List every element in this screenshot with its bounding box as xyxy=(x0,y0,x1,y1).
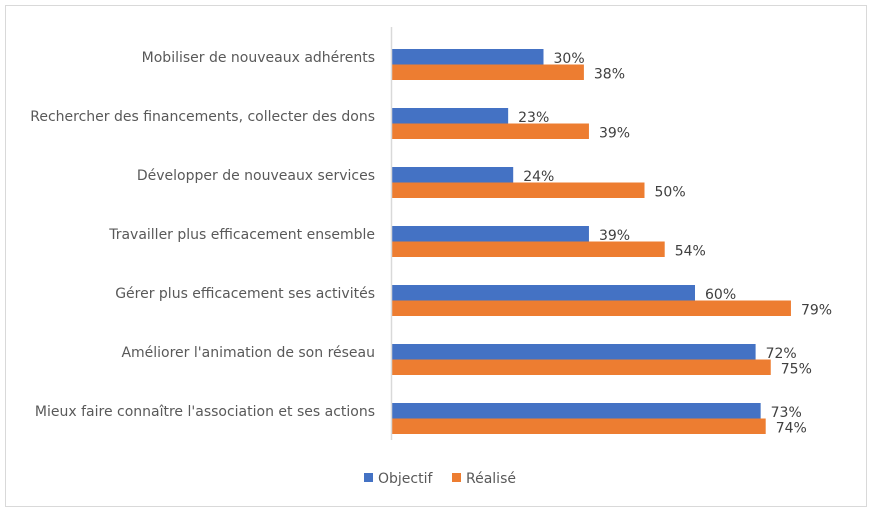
bar-objectif xyxy=(392,108,509,124)
legend-label-realise: Réalisé xyxy=(466,471,516,487)
data-label: 39% xyxy=(599,228,630,244)
legend-swatch-realise xyxy=(452,473,461,482)
chart-frame xyxy=(5,5,867,507)
data-label: 23% xyxy=(518,110,549,126)
bar-objectif xyxy=(392,403,761,419)
bar-objectif xyxy=(392,285,695,301)
bar-realise xyxy=(392,64,584,80)
bar-realise xyxy=(392,300,791,316)
category-label: Mieux faire connaître l'association et s… xyxy=(35,404,375,420)
category-label: Rechercher des financements, collecter d… xyxy=(30,109,375,125)
data-label: 50% xyxy=(655,185,686,201)
category-label: Gérer plus efficacement ses activités xyxy=(115,286,375,302)
bar-objectif xyxy=(392,167,514,183)
bar-realise xyxy=(392,359,771,375)
data-label: 73% xyxy=(771,405,802,421)
bar-objectif xyxy=(392,49,544,65)
category-label: Mobiliser de nouveaux adhérents xyxy=(142,50,375,66)
bar-objectif xyxy=(392,344,756,360)
bar-realise xyxy=(392,241,665,257)
bar-realise xyxy=(392,182,645,198)
legend-swatch-objectif xyxy=(364,473,373,482)
category-label: Développer de nouveaux services xyxy=(137,168,375,184)
data-label: 75% xyxy=(781,362,812,378)
data-label: 79% xyxy=(801,303,832,319)
data-label: 54% xyxy=(675,244,706,260)
data-label: 38% xyxy=(594,67,625,83)
data-label: 30% xyxy=(554,51,585,67)
bar-realise xyxy=(392,418,766,434)
data-label: 74% xyxy=(776,421,807,437)
legend-label-objectif: Objectif xyxy=(378,471,433,487)
data-label: 60% xyxy=(705,287,736,303)
bar-objectif xyxy=(392,226,589,242)
bar-realise xyxy=(392,123,589,139)
data-label: 72% xyxy=(766,346,797,362)
category-label: Travailler plus efficacement ensemble xyxy=(108,227,375,243)
data-label: 39% xyxy=(599,126,630,142)
data-label: 24% xyxy=(523,169,554,185)
category-label: Améliorer l'animation de son réseau xyxy=(121,345,375,361)
